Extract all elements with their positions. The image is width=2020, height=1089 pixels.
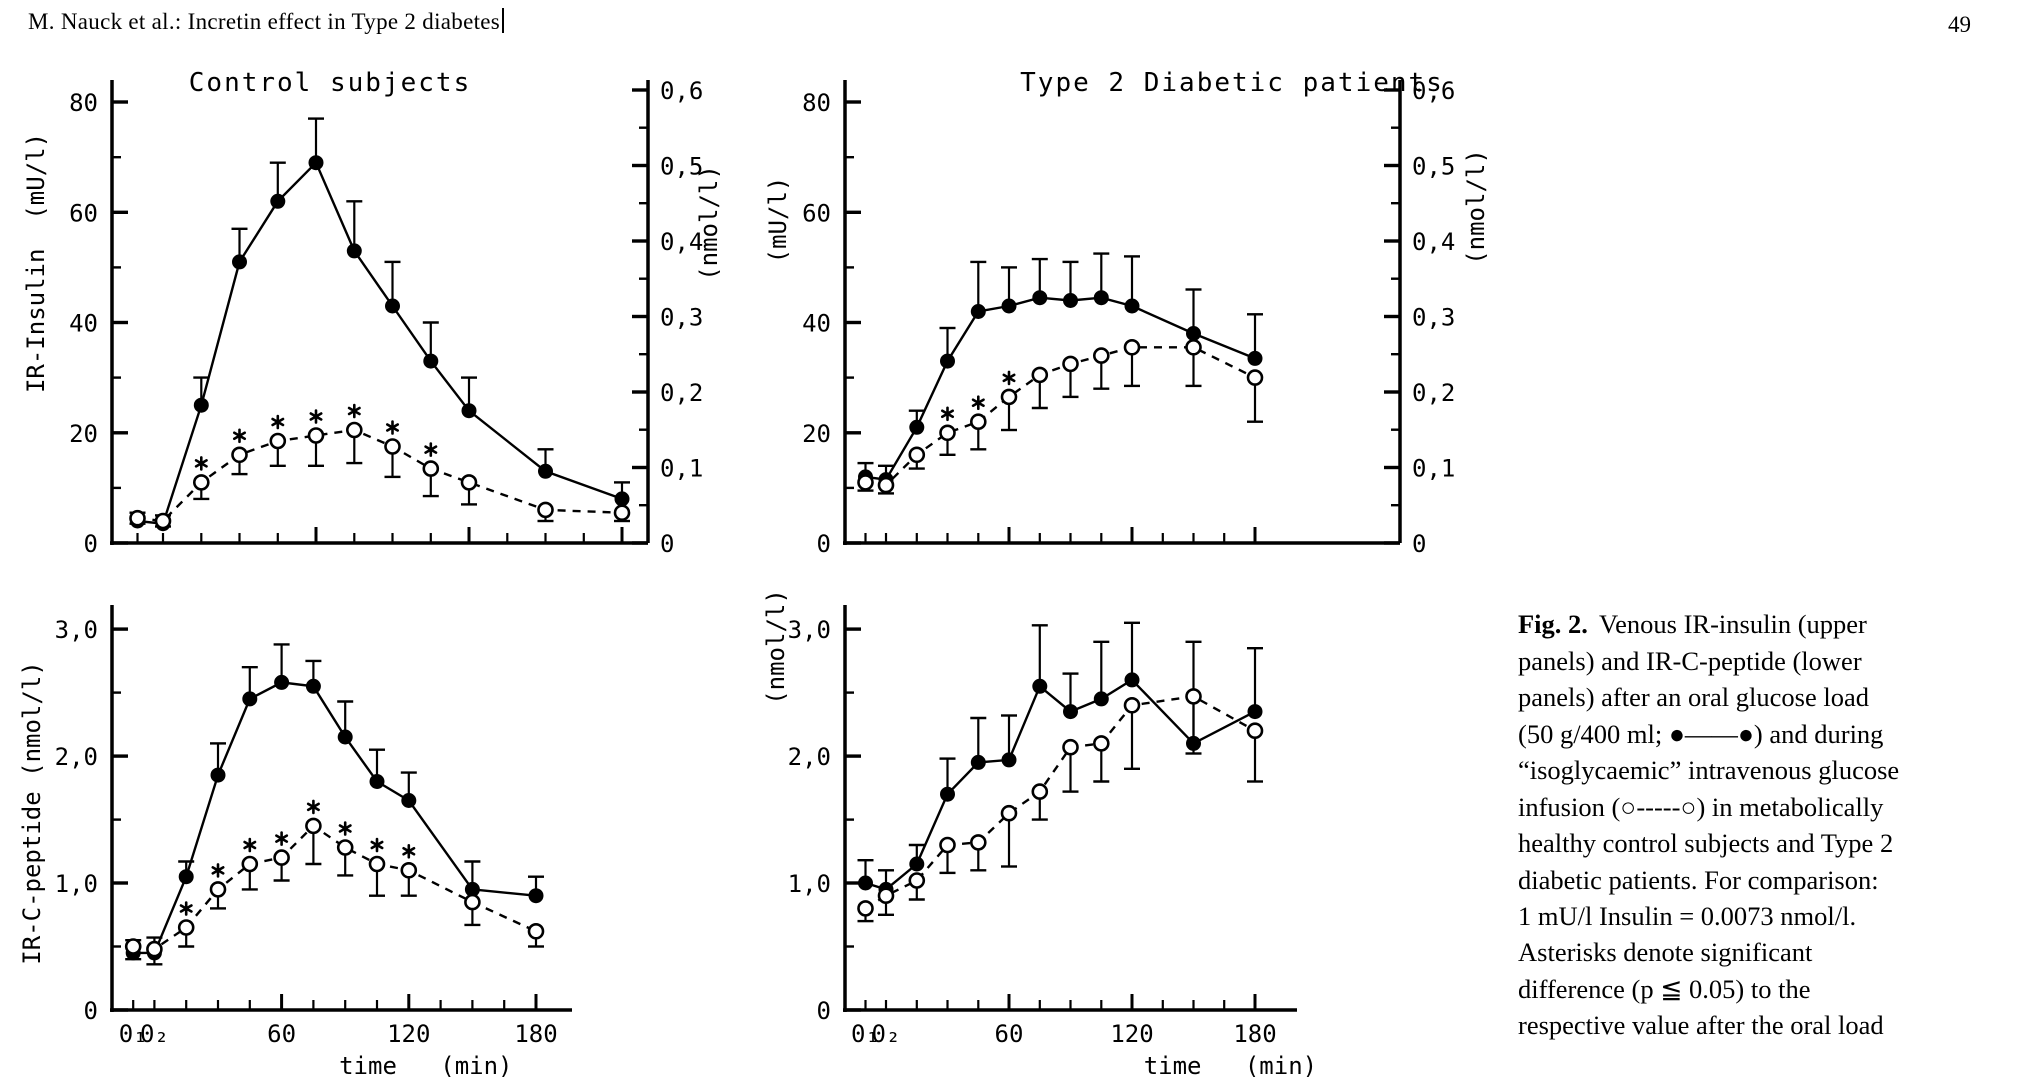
svg-text:60: 60 bbox=[69, 199, 98, 227]
figure-caption-label: Fig. 2. bbox=[1518, 609, 1588, 640]
svg-text:0,6: 0,6 bbox=[660, 77, 703, 105]
svg-text:IR-Insulin (mU/l): IR-Insulin (mU/l) bbox=[22, 133, 50, 393]
svg-text:0₂: 0₂ bbox=[140, 1020, 169, 1048]
text-cursor bbox=[502, 8, 505, 33]
right-axis: 0 0,1 0,2 0,3 0,4 0,5 0,6 bbox=[632, 77, 703, 558]
x-axis-label: time (min) bbox=[339, 1052, 512, 1080]
svg-text:180: 180 bbox=[514, 1020, 557, 1048]
svg-text:0,4: 0,4 bbox=[660, 228, 703, 256]
chart-control-ir-insulin: 0 20 40 60 80 0 0,1 0,2 0,3 0,4 0,5 0,6 Control subj… bbox=[22, 68, 723, 558]
svg-text:IR-C-peptide (nmol/l): IR-C-peptide (nmol/l) bbox=[18, 661, 46, 964]
svg-text:(nmol/l): (nmol/l) bbox=[762, 589, 790, 705]
svg-text:40: 40 bbox=[802, 310, 831, 338]
svg-text:0: 0 bbox=[660, 530, 674, 558]
y-axis-label: IR-Insulin (mU/l) bbox=[22, 133, 50, 393]
right-axis-label: (nmol/l) bbox=[1462, 149, 1490, 265]
svg-text:0,2: 0,2 bbox=[660, 379, 703, 407]
x-axis-label: time (min) bbox=[1144, 1052, 1317, 1080]
axes: 0 20 40 60 80 bbox=[69, 80, 648, 558]
svg-text:0,6: 0,6 bbox=[1412, 77, 1455, 105]
svg-text:3,0: 3,0 bbox=[55, 616, 98, 644]
svg-text:180: 180 bbox=[1233, 1020, 1276, 1048]
svg-text:60: 60 bbox=[267, 1020, 296, 1048]
svg-text:0: 0 bbox=[1412, 530, 1426, 558]
svg-text:60: 60 bbox=[995, 1020, 1024, 1048]
svg-text:0₁: 0₁ bbox=[851, 1020, 880, 1048]
svg-text:time (min): time (min) bbox=[339, 1052, 512, 1080]
series-oral-load bbox=[125, 643, 544, 961]
figure-caption: Fig. 2. Venous IR-insulin (upper panels) … bbox=[1518, 570, 2004, 1044]
svg-text:0: 0 bbox=[817, 530, 831, 558]
svg-text:20: 20 bbox=[69, 420, 98, 448]
svg-text:0,2: 0,2 bbox=[1412, 379, 1455, 407]
series-oral-load bbox=[129, 117, 630, 532]
series-oral-load bbox=[857, 252, 1263, 488]
significance-asterisks bbox=[179, 799, 416, 916]
series-iv-infusion bbox=[857, 338, 1264, 495]
axes: 0 20 40 60 80 bbox=[802, 80, 1400, 558]
svg-text:40: 40 bbox=[69, 310, 98, 338]
svg-text:0: 0 bbox=[817, 997, 831, 1025]
svg-text:2,0: 2,0 bbox=[55, 743, 98, 771]
series-iv-infusion bbox=[124, 817, 545, 966]
svg-text:0,1: 0,1 bbox=[660, 455, 703, 483]
svg-text:0,1: 0,1 bbox=[1412, 455, 1455, 483]
svg-text:2,0: 2,0 bbox=[788, 743, 831, 771]
svg-text:120: 120 bbox=[387, 1020, 430, 1048]
svg-text:20: 20 bbox=[802, 420, 831, 448]
svg-text:0: 0 bbox=[84, 997, 98, 1025]
svg-text:120: 120 bbox=[1110, 1020, 1153, 1048]
svg-text:Control subjects: Control subjects bbox=[189, 68, 471, 98]
svg-text:0,4: 0,4 bbox=[1412, 228, 1455, 256]
svg-text:0₂: 0₂ bbox=[872, 1020, 901, 1048]
svg-text:60: 60 bbox=[802, 199, 831, 227]
svg-text:80: 80 bbox=[802, 89, 831, 117]
series-iv-infusion bbox=[857, 688, 1264, 923]
chart-title: Control subjects bbox=[189, 68, 471, 98]
svg-text:0,5: 0,5 bbox=[660, 153, 703, 181]
page-number: 49 bbox=[1948, 12, 1971, 37]
y-axis-label: (nmol/l) bbox=[762, 589, 790, 705]
right-axis: 0 0,1 0,2 0,3 0,4 0,5 0,6 bbox=[1384, 77, 1455, 558]
series-oral-load bbox=[857, 621, 1263, 897]
series-iv-infusion bbox=[129, 421, 631, 530]
right-axis-label: (nmol/l) bbox=[695, 165, 723, 281]
significance-asterisks bbox=[941, 370, 1016, 422]
svg-text:Type 2 Diabetic patients: Type 2 Diabetic patients bbox=[1020, 68, 1444, 98]
svg-text:1,0: 1,0 bbox=[788, 870, 831, 898]
chart-title: Type 2 Diabetic patients bbox=[1020, 68, 1444, 98]
y-axis-label: IR-C-peptide (nmol/l) bbox=[18, 661, 46, 964]
running-head: M. Nauck et al.: Incretin effect in Type… bbox=[28, 8, 505, 35]
running-title: M. Nauck et al.: Incretin effect in Type… bbox=[28, 9, 501, 34]
svg-text:(mU/l): (mU/l) bbox=[764, 177, 792, 264]
svg-text:3,0: 3,0 bbox=[788, 616, 831, 644]
svg-text:0,3: 0,3 bbox=[660, 304, 703, 332]
svg-text:1,0: 1,0 bbox=[55, 870, 98, 898]
svg-text:0₁: 0₁ bbox=[119, 1020, 148, 1048]
svg-text:time (min): time (min) bbox=[1144, 1052, 1317, 1080]
svg-text:0: 0 bbox=[84, 530, 98, 558]
figure-caption-text: Venous IR-insulin (upper panels) and IR-… bbox=[1518, 609, 1900, 1041]
svg-text:0,5: 0,5 bbox=[1412, 153, 1455, 181]
y-axis-label: (mU/l) bbox=[764, 177, 792, 264]
svg-text:0,3: 0,3 bbox=[1412, 304, 1455, 332]
svg-text:(nmol/l): (nmol/l) bbox=[695, 165, 723, 281]
svg-text:(nmol/l): (nmol/l) bbox=[1462, 149, 1490, 265]
svg-text:80: 80 bbox=[69, 89, 98, 117]
significance-asterisks bbox=[194, 403, 438, 471]
